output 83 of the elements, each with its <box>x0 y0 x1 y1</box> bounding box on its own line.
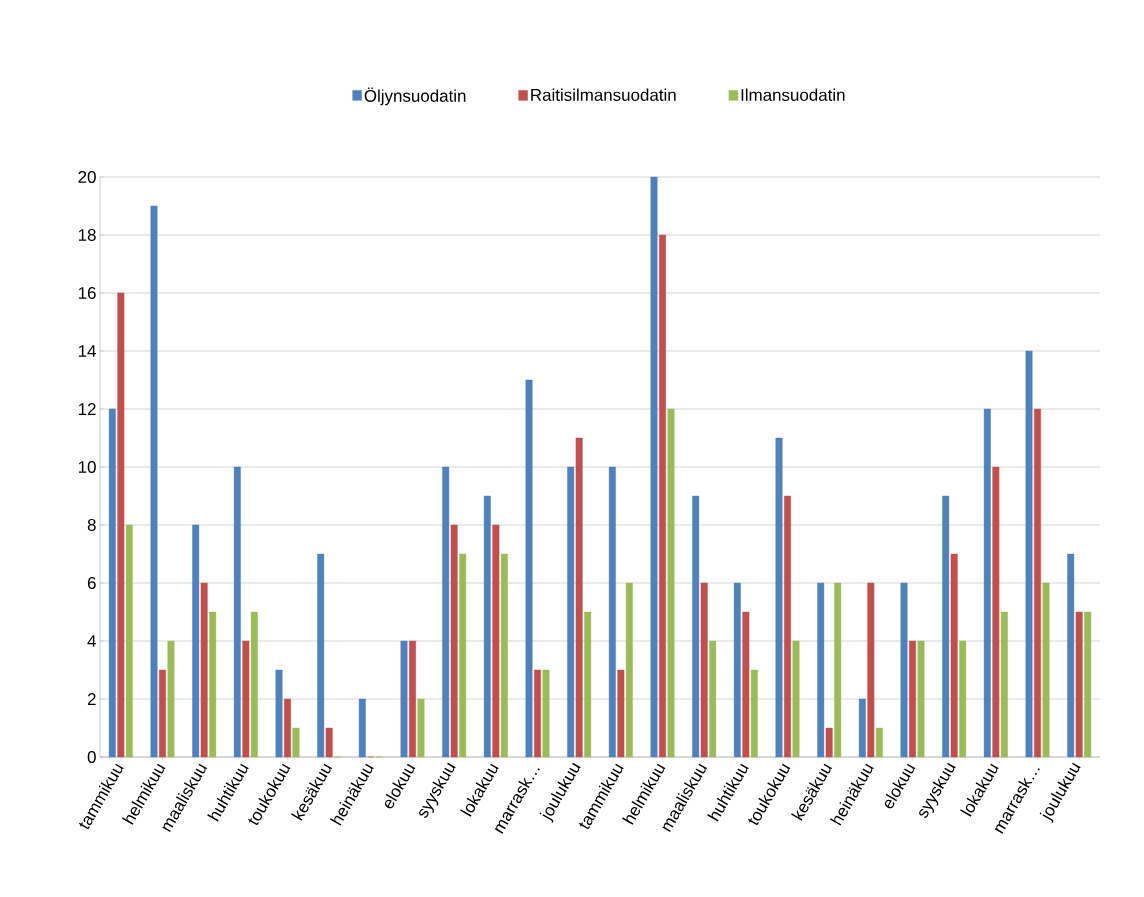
bar <box>483 495 491 758</box>
bar <box>650 176 658 758</box>
bar <box>534 669 541 758</box>
bar <box>417 698 425 758</box>
bar <box>659 234 666 758</box>
bar <box>1025 350 1033 758</box>
bar <box>358 698 366 758</box>
bar <box>834 582 842 758</box>
bar <box>584 611 592 758</box>
bar <box>858 698 866 758</box>
bar <box>692 495 700 758</box>
bar <box>492 524 500 758</box>
bar <box>542 669 550 758</box>
bar <box>917 640 925 758</box>
legend-label: Öljynsuodatin <box>364 87 466 106</box>
y-tick-label: 4 <box>87 635 96 647</box>
bar <box>317 553 325 758</box>
bar <box>942 495 950 758</box>
bar <box>450 524 458 758</box>
bar <box>192 524 200 758</box>
bar <box>167 640 175 758</box>
bar <box>625 582 633 758</box>
bar <box>400 640 408 758</box>
bar <box>108 408 116 758</box>
bar <box>700 582 708 758</box>
bar <box>775 437 783 758</box>
bar <box>442 466 450 758</box>
y-tick-label: 14 <box>78 345 96 357</box>
bar <box>608 466 616 758</box>
bar <box>825 727 833 758</box>
bar <box>992 466 1000 758</box>
bar <box>709 640 717 758</box>
bar <box>867 582 875 758</box>
y-tick-label: 16 <box>78 287 96 299</box>
bar <box>150 205 158 758</box>
bar <box>200 582 208 758</box>
bar <box>742 611 750 758</box>
bar <box>209 611 217 758</box>
bar <box>784 495 791 758</box>
y-tick-label: 20 <box>78 170 96 183</box>
bar <box>750 669 758 758</box>
bar <box>817 582 825 758</box>
bar <box>500 553 508 758</box>
bar <box>959 640 967 758</box>
bar <box>117 292 125 758</box>
bar <box>242 640 250 758</box>
y-tick-label: 18 <box>78 228 96 241</box>
bar <box>792 640 800 758</box>
legend-label: Ilmansuodatin <box>741 88 845 101</box>
bar <box>1000 611 1008 758</box>
y-tick-label: 8 <box>87 519 96 531</box>
bar <box>733 582 741 758</box>
bar <box>1075 611 1083 758</box>
bar <box>125 524 133 758</box>
y-tick-label: 10 <box>78 461 96 473</box>
bar <box>275 669 283 758</box>
bar <box>292 727 300 758</box>
bar <box>617 669 625 758</box>
bar <box>1084 611 1092 758</box>
bar <box>667 408 675 758</box>
bar <box>409 640 416 758</box>
bar <box>1034 408 1041 758</box>
bar <box>525 379 533 758</box>
y-tick-label: 12 <box>78 403 96 415</box>
bar <box>159 669 166 758</box>
bar <box>983 408 991 758</box>
bar <box>900 582 908 758</box>
bar <box>459 553 467 758</box>
bar <box>909 640 916 758</box>
bar <box>1042 582 1050 758</box>
bar <box>325 727 333 758</box>
y-tick-label: 6 <box>87 577 96 589</box>
y-tick-label: 2 <box>87 693 96 705</box>
legend-label: Raitisilmansuodatin <box>531 88 676 101</box>
bar <box>250 611 258 758</box>
y-tick-label: 0 <box>87 751 96 763</box>
bar <box>950 553 958 758</box>
bar <box>284 698 291 758</box>
bar <box>875 727 883 758</box>
bar <box>575 437 583 758</box>
bar <box>567 466 575 758</box>
bar <box>233 466 241 758</box>
bar <box>1067 553 1075 758</box>
